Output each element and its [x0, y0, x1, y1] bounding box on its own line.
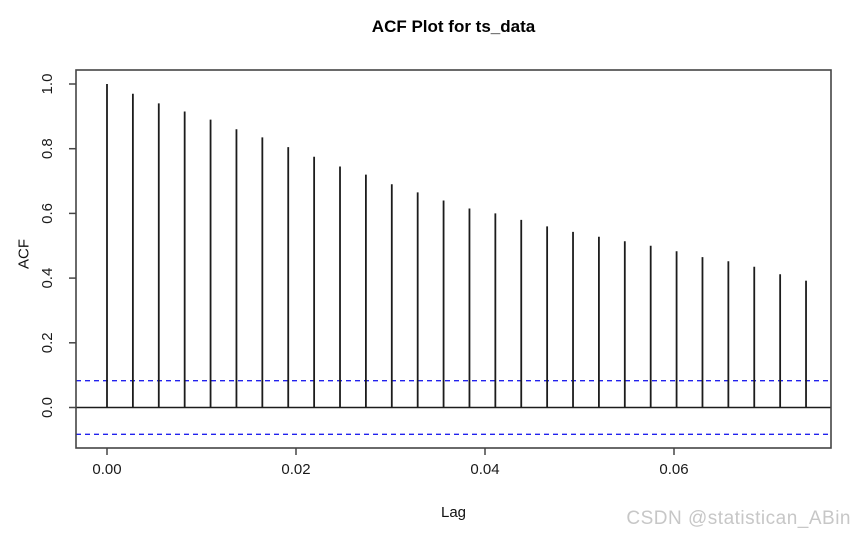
y-axis-label: ACF	[15, 239, 33, 269]
y-tick-label: 0.4	[39, 268, 56, 289]
y-tick-label: 1.0	[39, 74, 56, 95]
y-tick-label: 0.6	[39, 203, 56, 224]
y-tick-label: 0.0	[39, 397, 56, 418]
y-tick-label: 0.8	[39, 138, 56, 159]
x-tick-label: 0.04	[470, 461, 499, 478]
x-axis-label: Lag	[440, 504, 467, 521]
watermark: CSDN @statistican_ABin	[626, 508, 851, 529]
x-tick-label: 0.06	[659, 461, 688, 478]
y-tick-label: 0.2	[39, 332, 56, 353]
chart-title: ACF Plot for ts_data	[371, 17, 536, 36]
x-tick-label: 0.02	[281, 461, 310, 478]
x-tick-label: 0.00	[92, 461, 121, 478]
plot-box	[75, 69, 832, 449]
